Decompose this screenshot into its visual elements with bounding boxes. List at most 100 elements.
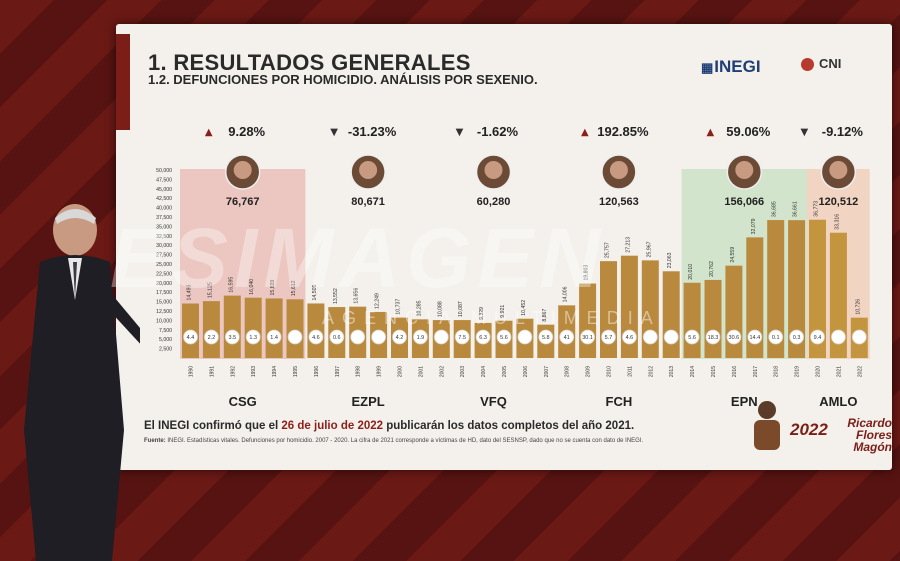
change-circle	[559, 329, 575, 345]
x-tick-label: 1997	[335, 366, 341, 377]
change-circle-label: 41	[564, 335, 570, 341]
x-tick-label: 1994	[272, 366, 278, 377]
bar-value-label: 15,839	[270, 279, 276, 295]
x-tick-label: 2004	[481, 366, 487, 377]
change-circle	[622, 329, 637, 345]
change-circle	[768, 329, 784, 345]
x-tick-label: 2020	[816, 366, 822, 377]
bar-value-label: 23,063	[667, 252, 673, 268]
source-label: Fuente:	[144, 438, 166, 444]
bar-value-label: 15,612	[291, 280, 297, 296]
change-circle-label: 5.6	[688, 335, 696, 341]
slide-title: 1. RESULTADOS GENERALES	[148, 50, 471, 75]
y-tick-label: 22,500	[156, 271, 172, 277]
change-circle	[287, 329, 303, 345]
president-portrait-face	[609, 161, 628, 179]
slide-subtitle: 1.2. DEFUNCIONES POR HOMICIDIO. ANÁLISIS…	[148, 72, 538, 87]
change-circle	[433, 329, 449, 345]
change-circle-label: 9.4	[814, 335, 822, 341]
bar-value-label: 36,661	[793, 201, 799, 217]
source-note: Fuente: INEGI. Estadísticas vitales. Def…	[144, 438, 764, 444]
sexenio-change: 192.85%	[597, 124, 649, 139]
change-circle-label: 1.9	[417, 335, 425, 341]
x-tick-label: 2010	[607, 366, 613, 377]
change-circle	[329, 329, 345, 345]
bar	[202, 301, 220, 358]
x-tick-label: 2015	[711, 366, 717, 377]
change-circle	[454, 329, 470, 345]
change-circle	[475, 329, 491, 345]
change-circle-label: 4.2	[396, 335, 404, 341]
bar-value-label: 13,656	[354, 288, 360, 304]
bar-value-label: 32,079	[751, 218, 757, 234]
bar	[746, 237, 764, 358]
cni-logo: CNI	[801, 56, 841, 72]
president-portrait-face	[233, 161, 252, 179]
year-logo-name: Ricardo Flores Magón	[847, 416, 892, 454]
sexenio-total: 156,066	[724, 196, 764, 208]
change-circle-label: 30.1	[582, 335, 593, 341]
y-tick-label: 10,000	[156, 318, 172, 324]
sexenio-change: 59.06%	[726, 124, 771, 139]
y-tick-label: 35,000	[156, 224, 172, 230]
y-tick-label: 5,000	[159, 337, 172, 343]
x-tick-label: 1991	[209, 366, 215, 377]
bar-value-label: 15,125	[207, 282, 213, 298]
change-circle-label: 14.4	[749, 335, 760, 341]
bar-value-label: 16,040	[249, 279, 255, 295]
x-tick-label: 1998	[356, 366, 362, 377]
bar	[244, 297, 262, 358]
change-circle-label: 30.6	[729, 335, 740, 341]
sexenio-total: 60,280	[477, 196, 511, 208]
title-accent-bar	[116, 34, 130, 130]
source-text: INEGI. Estadísticas vitales. Defunciones…	[167, 438, 644, 444]
inegi-logo-text: INEGI	[714, 57, 761, 76]
change-circle	[538, 329, 554, 345]
bar-value-label: 10,087	[458, 301, 464, 317]
y-tick-label: 25,000	[156, 262, 172, 268]
president-portrait-face	[484, 161, 503, 179]
bar-value-label: 20,762	[709, 261, 715, 277]
change-circle	[663, 329, 679, 345]
sexenio-name: FCH	[606, 394, 633, 409]
change-circle-label: 5.6	[500, 335, 508, 341]
bar-value-label: 36,685	[772, 201, 778, 217]
change-circle	[412, 329, 428, 345]
bar	[579, 283, 597, 358]
sexenio-total: 76,767	[226, 196, 260, 208]
bar-value-label: 14,505	[312, 284, 318, 300]
footer-note-suffix: publicarán los datos completos del año 2…	[383, 420, 635, 432]
y-tick-label: 47,500	[156, 177, 172, 183]
bar	[829, 232, 847, 358]
change-circle	[580, 329, 596, 345]
change-circle	[789, 329, 804, 345]
presentation-screen: 1. RESULTADOS GENERALES 1.2. DEFUNCIONES…	[116, 24, 892, 470]
footer-note-date: 26 de julio de 2022	[281, 420, 384, 432]
bar	[662, 271, 680, 358]
bar-value-label: 13,552	[333, 288, 339, 304]
cni-seal-icon	[801, 58, 814, 72]
bar	[286, 299, 304, 358]
change-circle-label: 7.5	[458, 335, 466, 341]
sexenio-name: EPN	[731, 394, 758, 409]
x-tick-label: 2005	[502, 366, 508, 377]
change-circle	[392, 329, 407, 345]
y-tick-label: 7,500	[159, 328, 172, 334]
y-tick-label: 32,500	[156, 234, 172, 240]
y-tick-label: 50,000	[156, 168, 172, 174]
change-circle-label: 0.3	[793, 335, 801, 341]
change-circle-label: 18.3	[708, 335, 719, 341]
y-tick-label: 2,500	[159, 347, 172, 353]
bar	[788, 220, 806, 358]
y-tick-label: 17,500	[156, 290, 172, 296]
x-tick-label: 2008	[565, 366, 571, 377]
sexenio-change: -1.62%	[477, 124, 519, 139]
bar-value-label: 33,316	[834, 214, 840, 230]
x-tick-label: 2014	[690, 366, 696, 377]
sexenio-band	[180, 169, 306, 359]
x-tick-label: 2007	[544, 366, 550, 377]
bar	[767, 220, 785, 358]
bar-value-label: 9,329	[479, 307, 485, 320]
x-tick-label: 2003	[460, 366, 466, 377]
sexenio-change: 9.28%	[228, 124, 265, 139]
